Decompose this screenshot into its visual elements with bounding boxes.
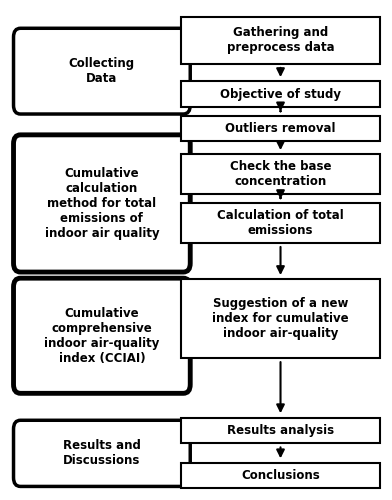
Text: Outliers removal: Outliers removal xyxy=(225,122,336,135)
Text: Conclusions: Conclusions xyxy=(241,469,320,482)
Bar xyxy=(181,418,380,443)
Bar xyxy=(181,82,380,107)
Text: Gathering and
preprocess data: Gathering and preprocess data xyxy=(227,26,334,54)
Text: Calculation of total
emissions: Calculation of total emissions xyxy=(217,209,344,237)
Text: Cumulative
calculation
method for total
emissions of
indoor air quality: Cumulative calculation method for total … xyxy=(45,167,159,240)
Text: Objective of study: Objective of study xyxy=(220,88,341,101)
Text: Cumulative
comprehensive
indoor air-quality
index (CCIAI): Cumulative comprehensive indoor air-qual… xyxy=(44,306,160,365)
Bar xyxy=(181,116,380,141)
FancyBboxPatch shape xyxy=(13,278,190,394)
FancyBboxPatch shape xyxy=(13,135,190,272)
FancyBboxPatch shape xyxy=(13,28,190,114)
Bar xyxy=(181,154,380,194)
Bar xyxy=(181,204,380,242)
FancyBboxPatch shape xyxy=(13,420,190,486)
Bar xyxy=(181,17,380,64)
Text: Check the base
concentration: Check the base concentration xyxy=(230,160,331,188)
Text: Suggestion of a new
index for cumulative
indoor air-quality: Suggestion of a new index for cumulative… xyxy=(212,297,349,340)
Bar xyxy=(181,280,380,358)
Text: Results analysis: Results analysis xyxy=(227,424,334,437)
Text: Results and
Discussions: Results and Discussions xyxy=(63,440,141,468)
Bar xyxy=(181,462,380,488)
Text: Collecting
Data: Collecting Data xyxy=(69,57,135,85)
